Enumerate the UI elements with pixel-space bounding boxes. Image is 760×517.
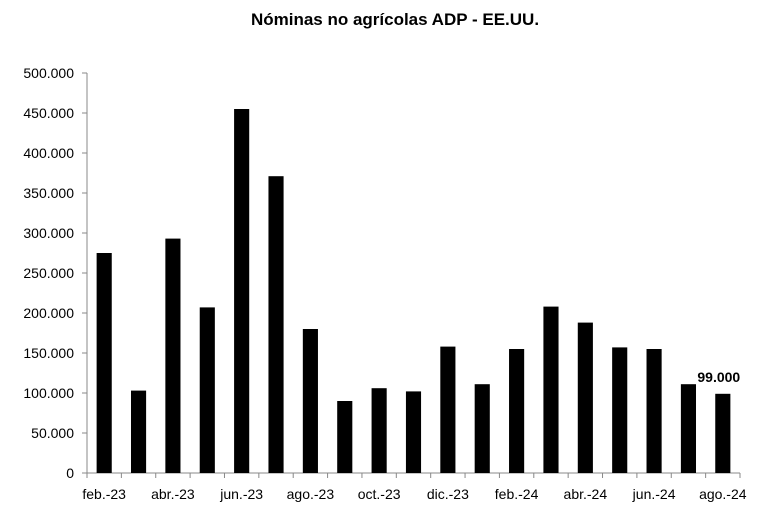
bar bbox=[715, 393, 731, 473]
bar bbox=[474, 384, 490, 473]
x-tick-label: feb.-24 bbox=[495, 486, 539, 502]
bar bbox=[337, 401, 353, 473]
bar bbox=[165, 238, 181, 473]
x-tick-label: oct.-23 bbox=[358, 486, 401, 502]
annotations: 99.000 bbox=[697, 369, 740, 385]
y-tick-label: 350.000 bbox=[23, 185, 74, 201]
bar bbox=[612, 347, 628, 473]
x-tick-label: ago.-23 bbox=[287, 486, 335, 502]
x-tick-label: jun.-24 bbox=[632, 486, 676, 502]
bar bbox=[646, 349, 662, 473]
x-tick-label: abr.-23 bbox=[151, 486, 195, 502]
bar bbox=[199, 307, 215, 473]
y-tick-label: 250.000 bbox=[23, 265, 74, 281]
bar bbox=[440, 346, 456, 473]
bar bbox=[577, 322, 593, 473]
y-tick-label: 500.000 bbox=[23, 65, 74, 81]
y-tick-label: 200.000 bbox=[23, 305, 74, 321]
chart-title: Nóminas no agrícolas ADP - EE.UU. bbox=[251, 10, 539, 29]
bar bbox=[405, 391, 422, 473]
y-axis: 0 50.000 100.000 150.000 200.000 250.000 300.0… bbox=[23, 65, 88, 481]
y-tick-label: 100.000 bbox=[23, 385, 74, 401]
bar bbox=[371, 388, 387, 473]
bar-series bbox=[96, 109, 731, 473]
bar bbox=[130, 390, 147, 473]
y-tick-label: 300.000 bbox=[23, 225, 74, 241]
y-tick-label: 450.000 bbox=[23, 105, 74, 121]
y-tick-label: 50.000 bbox=[31, 425, 74, 441]
bar bbox=[302, 329, 318, 473]
x-tick-label: dic.-23 bbox=[427, 486, 469, 502]
bar bbox=[96, 253, 112, 473]
x-axis: feb.-23 abr.-23 jun.-23 ago.-23 oct.-23 dic.-… bbox=[82, 472, 747, 502]
bar bbox=[543, 306, 559, 473]
y-tick-label: 150.000 bbox=[23, 345, 74, 361]
y-tick-label: 400.000 bbox=[23, 145, 74, 161]
bar bbox=[268, 176, 284, 473]
x-tick-label: jun.-23 bbox=[219, 486, 263, 502]
bar bbox=[509, 349, 525, 473]
y-tick-label: 0 bbox=[66, 465, 74, 481]
bar bbox=[680, 384, 697, 473]
bar bbox=[234, 109, 250, 473]
x-tick-label: feb.-23 bbox=[82, 486, 126, 502]
data-label: 99.000 bbox=[697, 369, 740, 385]
x-tick-label: abr.-24 bbox=[564, 486, 608, 502]
x-tick-label: ago.-24 bbox=[699, 486, 747, 502]
